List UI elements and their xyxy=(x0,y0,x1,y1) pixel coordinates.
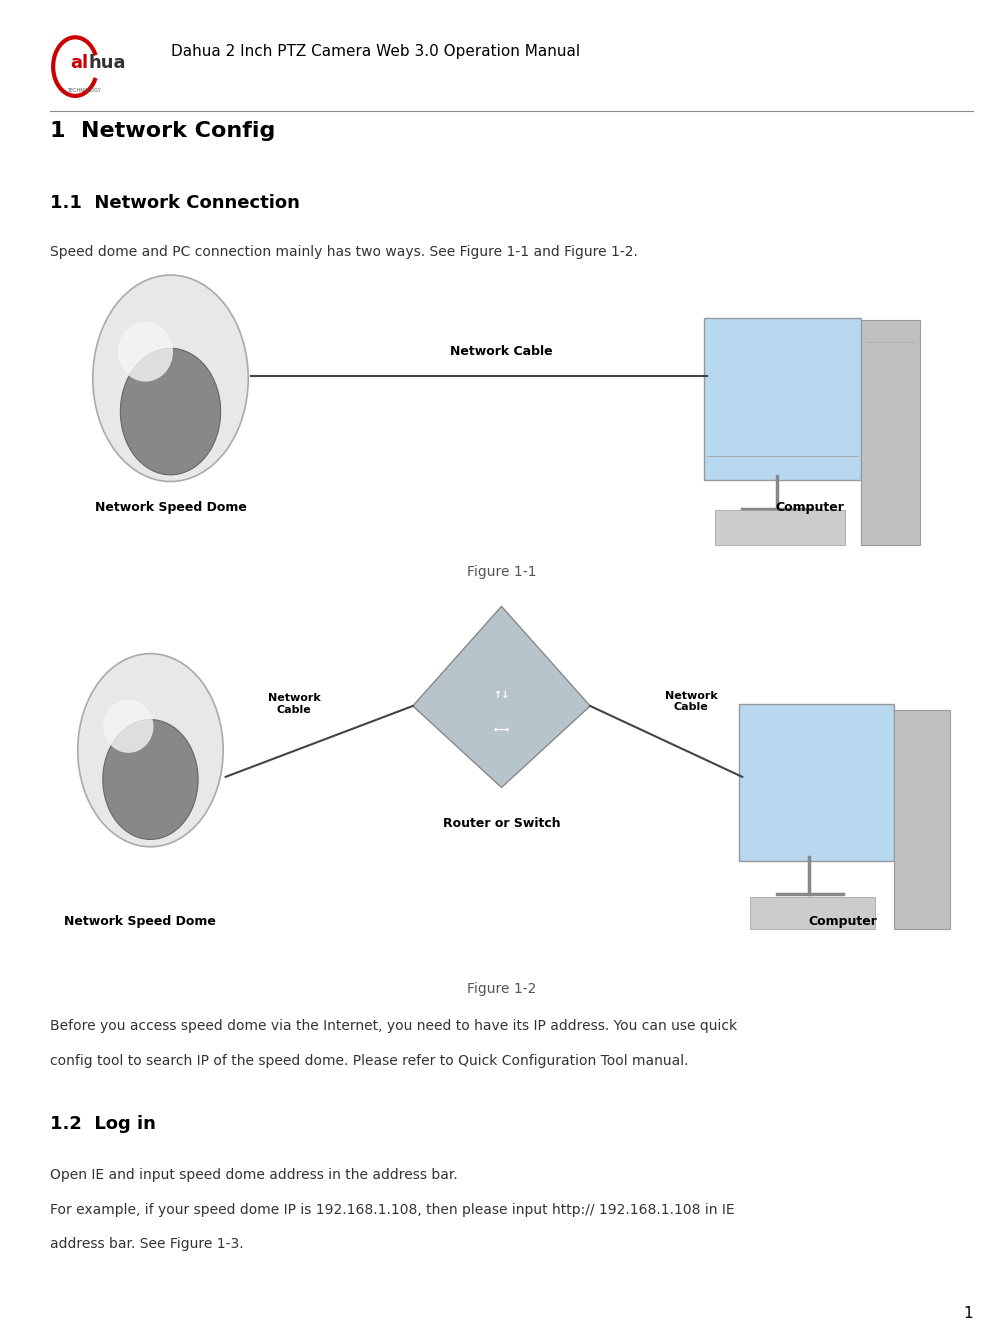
Text: Router or Switch: Router or Switch xyxy=(442,817,560,830)
FancyBboxPatch shape xyxy=(893,710,949,928)
Text: For example, if your speed dome IP is 192.168.1.108, then please input http:// 1: For example, if your speed dome IP is 19… xyxy=(50,1203,734,1217)
Text: Figure 1-2: Figure 1-2 xyxy=(466,982,536,996)
Text: Computer: Computer xyxy=(775,501,843,514)
Text: 1.2  Log in: 1.2 Log in xyxy=(50,1115,156,1134)
Polygon shape xyxy=(413,606,589,787)
Text: Computer: Computer xyxy=(808,915,876,927)
Ellipse shape xyxy=(103,719,198,839)
Text: 1  Network Config: 1 Network Config xyxy=(50,121,276,141)
FancyBboxPatch shape xyxy=(703,318,860,480)
Text: ←→: ←→ xyxy=(493,725,509,735)
Ellipse shape xyxy=(93,276,248,482)
Text: Network Cable: Network Cable xyxy=(450,345,552,358)
Text: 1: 1 xyxy=(962,1307,972,1321)
Text: hua: hua xyxy=(88,53,125,72)
Text: Speed dome and PC connection mainly has two ways. See Figure 1-1 and Figure 1-2.: Speed dome and PC connection mainly has … xyxy=(50,245,637,260)
Text: address bar. See Figure 1-3.: address bar. See Figure 1-3. xyxy=(50,1237,243,1252)
FancyBboxPatch shape xyxy=(738,703,893,860)
Ellipse shape xyxy=(118,322,173,382)
Text: Network Speed Dome: Network Speed Dome xyxy=(94,501,246,514)
Ellipse shape xyxy=(120,349,220,476)
Text: al: al xyxy=(70,53,88,72)
Text: 1.1  Network Connection: 1.1 Network Connection xyxy=(50,194,300,213)
Ellipse shape xyxy=(103,699,153,753)
Text: Figure 1-1: Figure 1-1 xyxy=(466,565,536,579)
Text: Network
Cable: Network Cable xyxy=(268,693,321,715)
Ellipse shape xyxy=(78,654,222,847)
Text: Before you access speed dome via the Internet, you need to have its IP address. : Before you access speed dome via the Int… xyxy=(50,1019,736,1034)
Text: Open IE and input speed dome address in the address bar.: Open IE and input speed dome address in … xyxy=(50,1168,458,1183)
Text: Network Speed Dome: Network Speed Dome xyxy=(64,915,216,927)
Text: config tool to search IP of the speed dome. Please refer to Quick Configuration : config tool to search IP of the speed do… xyxy=(50,1054,688,1068)
FancyBboxPatch shape xyxy=(860,320,919,545)
Text: TECHNOLOGY: TECHNOLOGY xyxy=(67,88,101,93)
FancyBboxPatch shape xyxy=(749,896,874,928)
Text: Dahua 2 Inch PTZ Camera Web 3.0 Operation Manual: Dahua 2 Inch PTZ Camera Web 3.0 Operatio… xyxy=(170,44,579,59)
Text: ↑↓: ↑↓ xyxy=(493,690,509,701)
Text: Network
Cable: Network Cable xyxy=(664,690,716,713)
FancyBboxPatch shape xyxy=(714,510,844,545)
